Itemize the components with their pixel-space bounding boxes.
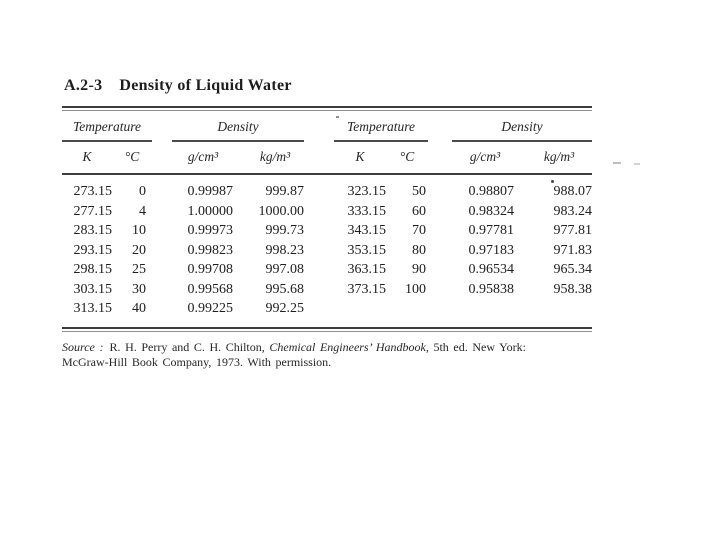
cell-temperature-k-left: 293.15 bbox=[73, 242, 113, 258]
cell-temperature-k-left: 283.15 bbox=[73, 223, 113, 238]
col-header-kgm3-right: kg/m³ bbox=[543, 149, 575, 164]
group-header-density-right: Density bbox=[452, 118, 592, 142]
cell-density-kgm3-right: 965.34 bbox=[553, 262, 593, 277]
cell-temperature-k-right bbox=[334, 299, 386, 319]
cell-density-kgm3-left: 999.87 bbox=[265, 184, 305, 199]
cell-density-kgm3-right bbox=[526, 299, 592, 319]
cell-temperature-c-right: 80 bbox=[412, 242, 426, 258]
table-row: 313.15 40 0.99225 992.25 bbox=[62, 299, 592, 319]
cell-density-gcm3-left: 0.99987 bbox=[187, 184, 234, 199]
cell-density-kgm3-right: 958.38 bbox=[553, 281, 593, 297]
cell-temperature-k-right: 353.15 bbox=[347, 242, 387, 258]
cell-density-gcm3-right: 0.96534 bbox=[468, 262, 515, 277]
cell-temperature-k-left: 303.15 bbox=[73, 281, 113, 297]
cell-density-kgm3-left: 999.73 bbox=[265, 223, 305, 238]
cell-temperature-k-left: 273.15 bbox=[73, 184, 113, 199]
cell-temperature-k-right: 333.15 bbox=[347, 203, 387, 219]
col-header-k-left: K bbox=[82, 149, 92, 164]
cell-density-gcm3-right bbox=[452, 299, 518, 319]
source-authors: R. H. Perry and C. H. Chilton, bbox=[109, 339, 270, 354]
col-header-c-right: °C bbox=[399, 149, 415, 164]
cell-density-kgm3-right: 977.81 bbox=[553, 223, 593, 238]
cell-density-kgm3-left: 998.23 bbox=[265, 242, 305, 258]
cell-density-gcm3-right: 0.95838 bbox=[468, 281, 515, 297]
cell-density-kgm3-left: 1000.00 bbox=[258, 203, 305, 219]
density-table: Temperature Density Temperature Density … bbox=[62, 106, 592, 383]
source-label: Source : bbox=[62, 339, 104, 354]
cell-temperature-c-left: 25 bbox=[132, 262, 146, 277]
cell-density-gcm3-left: 0.99568 bbox=[187, 281, 234, 297]
cell-density-gcm3-left: 0.99823 bbox=[187, 242, 234, 258]
group-header-temperature-right: Temperature bbox=[334, 118, 428, 142]
cell-density-gcm3-left: 0.99225 bbox=[187, 301, 234, 316]
cell-density-gcm3-right: 0.98324 bbox=[468, 203, 515, 219]
cell-density-kgm3-right: 983.24 bbox=[553, 203, 593, 219]
bottom-double-rule bbox=[62, 326, 592, 332]
cell-temperature-k-left: 298.15 bbox=[73, 262, 113, 277]
cell-temperature-k-left: 313.15 bbox=[73, 301, 113, 316]
cell-density-kgm3-left: 997.08 bbox=[265, 262, 305, 277]
cell-temperature-c-left: 10 bbox=[132, 223, 146, 238]
col-header-kgm3-left: kg/m³ bbox=[259, 149, 291, 164]
cell-temperature-c-left: 40 bbox=[132, 301, 146, 316]
cell-density-kgm3-left: 992.25 bbox=[265, 301, 305, 316]
cell-temperature-k-right: 363.15 bbox=[347, 262, 387, 277]
source-note: Source : R. H. Perry and C. H. Chilton, C… bbox=[62, 340, 596, 371]
cell-temperature-k-left: 277.15 bbox=[73, 203, 113, 219]
cell-temperature-c-left: 20 bbox=[132, 242, 146, 258]
header-rule bbox=[62, 173, 592, 175]
table-number: A.2-3 bbox=[64, 77, 103, 94]
scan-artifact-dot bbox=[551, 180, 554, 183]
top-double-rule bbox=[62, 106, 592, 111]
table-row: 298.15 25 0.99708 997.08 363.15 90 0.96534 965.… bbox=[62, 260, 593, 280]
source-book-title: Chemical Engineers’ Handbook bbox=[269, 339, 426, 354]
cell-density-gcm3-left: 0.99973 bbox=[187, 223, 234, 238]
group-header-row: Temperature Density Temperature Density bbox=[62, 118, 592, 142]
cell-temperature-k-right: 373.15 bbox=[347, 281, 387, 297]
cell-density-gcm3-left: 0.99708 bbox=[187, 262, 234, 277]
cell-temperature-c-right: 90 bbox=[412, 262, 426, 277]
cell-temperature-c-right bbox=[386, 299, 428, 319]
scan-artifact-dash bbox=[613, 162, 621, 164]
cell-temperature-c-right: 50 bbox=[412, 184, 426, 199]
group-header-density-left: Density bbox=[172, 118, 304, 142]
table-row: 293.15 20 0.99823 998.23 353.15 80 0.97183 971.… bbox=[62, 241, 593, 261]
scan-artifact-dot bbox=[336, 116, 339, 118]
cell-density-gcm3-left: 1.00000 bbox=[187, 203, 234, 219]
cell-density-gcm3-right: 0.97781 bbox=[468, 223, 515, 238]
cell-density-kgm3-right: 988.07 bbox=[553, 184, 593, 199]
cell-temperature-k-right: 323.15 bbox=[347, 184, 387, 199]
cell-temperature-k-right: 343.15 bbox=[347, 223, 387, 238]
col-header-gcm3-right: g/cm³ bbox=[469, 149, 501, 164]
table-title: A.2-3 Density of Liquid Water bbox=[64, 77, 292, 95]
cell-temperature-c-left: 4 bbox=[139, 203, 146, 219]
cell-density-gcm3-right: 0.98807 bbox=[468, 184, 515, 199]
cell-temperature-c-left: 30 bbox=[132, 281, 146, 297]
group-header-temperature-left: Temperature bbox=[62, 118, 152, 142]
cell-temperature-c-right: 60 bbox=[412, 203, 426, 219]
column-header-row: K °C g/cm³ kg/m³ K °C g/cm³ kg/m³ bbox=[62, 148, 592, 166]
table-row: 303.15 30 0.99568 995.68 373.15 100 0.95838 958… bbox=[62, 280, 593, 300]
cell-density-kgm3-right: 971.83 bbox=[553, 242, 593, 258]
col-header-k-right: K bbox=[355, 149, 365, 164]
cell-density-gcm3-right: 0.97183 bbox=[468, 242, 515, 258]
table-title-text: Density of Liquid Water bbox=[119, 77, 292, 94]
table-row: 283.15 10 0.99973 999.73 343.15 70 0.97781 977.… bbox=[62, 221, 593, 241]
cell-density-kgm3-left: 995.68 bbox=[265, 281, 305, 297]
column-spacer bbox=[304, 118, 334, 142]
source-edition: , 5th ed. New York: bbox=[425, 339, 526, 354]
scan-artifact-dash bbox=[634, 163, 640, 165]
cell-temperature-c-right: 70 bbox=[412, 223, 426, 238]
cell-temperature-c-right: 100 bbox=[405, 281, 426, 297]
column-spacer bbox=[428, 118, 452, 142]
column-spacer bbox=[152, 118, 172, 142]
col-header-c-left: °C bbox=[124, 149, 140, 164]
col-header-gcm3-left: g/cm³ bbox=[187, 149, 219, 164]
source-publisher: McGraw-Hill Book Company, 1973. With per… bbox=[62, 355, 332, 369]
table-row: 273.15 0 0.99987 999.87 323.15 50 0.98807 988.0… bbox=[62, 182, 593, 202]
table-body: 273.15 0 0.99987 999.87 323.15 50 0.98807 988.0… bbox=[62, 182, 593, 319]
table-row: 277.15 4 1.00000 1000.00 333.15 60 0.98324 983.… bbox=[62, 202, 593, 222]
cell-temperature-c-left: 0 bbox=[139, 184, 146, 199]
